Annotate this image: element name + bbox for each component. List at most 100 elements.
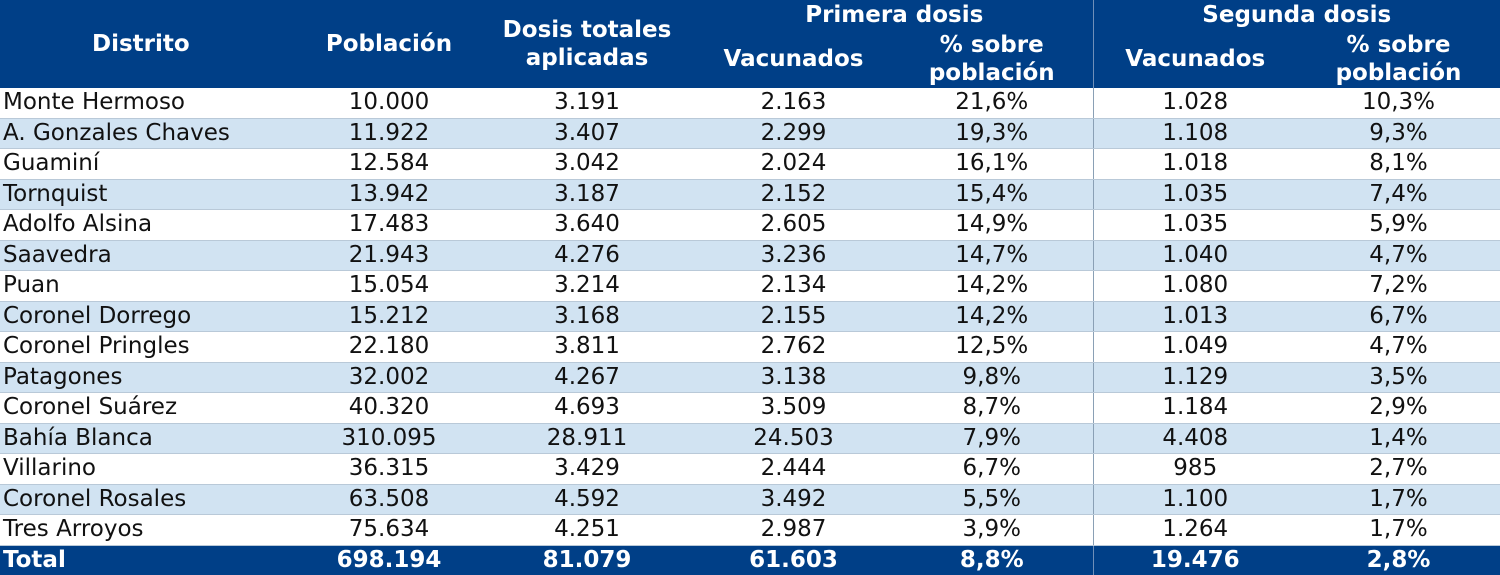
cell-distrito: A. Gonzales Chaves xyxy=(0,118,300,149)
cell-poblacion: 40.320 xyxy=(300,392,478,424)
table-row: Bahía Blanca 310.095 28.911 24.503 7,9% 4.408… xyxy=(0,423,1500,454)
cell-dosis-totales: 4.693 xyxy=(478,392,696,424)
cell-dosis-totales: 4.592 xyxy=(478,484,696,515)
cell-porcentaje-primera: 9,8% xyxy=(891,362,1093,393)
cell-porcentaje-primera: 8,7% xyxy=(891,392,1093,424)
header-porcentaje-segunda: % sobre población xyxy=(1297,30,1500,88)
table-row: Monte Hermoso 10.000 3.191 2.163 21,6% 1.028 1… xyxy=(0,88,1500,119)
table-row: Guaminí 12.584 3.042 2.024 16,1% 1.018 8,1% xyxy=(0,148,1500,180)
cell-vacunados-segunda: 1.028 xyxy=(1092,88,1297,119)
cell-vacunados-primera: 3.509 xyxy=(696,392,891,424)
cell-distrito: Patagones xyxy=(0,362,300,393)
cell-porcentaje-primera: 14,2% xyxy=(891,301,1093,332)
total-row: Total 698.194 81.079 61.603 8,8% 19.476 2,8% xyxy=(0,545,1500,575)
cell-poblacion: 10.000 xyxy=(300,88,478,119)
cell-vacunados-segunda: 1.040 xyxy=(1092,240,1297,271)
cell-vacunados-primera: 2.762 xyxy=(696,331,891,363)
cell-porcentaje-primera: 6,7% xyxy=(891,453,1093,485)
cell-porcentaje-primera: 14,9% xyxy=(891,209,1093,241)
cell-porcentaje-segunda: 1,4% xyxy=(1297,423,1500,454)
cell-poblacion: 36.315 xyxy=(300,453,478,485)
cell-porcentaje-primera: 19,3% xyxy=(891,118,1093,149)
cell-dosis-totales: 3.042 xyxy=(478,148,696,180)
cell-porcentaje-segunda: 1,7% xyxy=(1297,484,1500,515)
cell-poblacion: 17.483 xyxy=(300,209,478,241)
cell-porcentaje-segunda: 7,4% xyxy=(1297,179,1500,210)
cell-distrito: Puan xyxy=(0,270,300,302)
cell-porcentaje-primera: 14,2% xyxy=(891,270,1093,302)
cell-poblacion: 12.584 xyxy=(300,148,478,180)
cell-porcentaje-segunda: 10,3% xyxy=(1297,88,1500,119)
cell-vacunados-segunda: 1.013 xyxy=(1092,301,1297,332)
cell-poblacion: 310.095 xyxy=(300,423,478,454)
cell-porcentaje-primera: 3,9% xyxy=(891,514,1093,546)
cell-porcentaje-segunda: 8,1% xyxy=(1297,148,1500,180)
cell-vacunados-segunda: 1.129 xyxy=(1092,362,1297,393)
cell-poblacion: 15.212 xyxy=(300,301,478,332)
cell-dosis-totales: 3.640 xyxy=(478,209,696,241)
cell-poblacion: 75.634 xyxy=(300,514,478,546)
header-distrito: Distrito xyxy=(0,0,300,88)
cell-porcentaje-primera: 14,7% xyxy=(891,240,1093,271)
table-row: Coronel Pringles 22.180 3.811 2.762 12,5% 1.0… xyxy=(0,331,1500,363)
cell-dosis-totales: 3.429 xyxy=(478,453,696,485)
cell-dosis-totales: 3.191 xyxy=(478,88,696,119)
cell-poblacion: 15.054 xyxy=(300,270,478,302)
table-row: Tornquist 13.942 3.187 2.152 15,4% 1.035 7,4% xyxy=(0,179,1500,210)
cell-distrito: Tres Arroyos xyxy=(0,514,300,546)
cell-porcentaje-segunda: 9,3% xyxy=(1297,118,1500,149)
cell-poblacion: 21.943 xyxy=(300,240,478,271)
cell-porcentaje-segunda: 7,2% xyxy=(1297,270,1500,302)
cell-poblacion: 63.508 xyxy=(300,484,478,515)
cell-poblacion: 13.942 xyxy=(300,179,478,210)
cell-dosis-totales: 3.168 xyxy=(478,301,696,332)
table-row: Tres Arroyos 75.634 4.251 2.987 3,9% 1.264 1,7… xyxy=(0,514,1500,546)
cell-poblacion: 11.922 xyxy=(300,118,478,149)
header-porcentaje-primera-label: % sobre población xyxy=(928,32,1055,86)
header-dosis-totales: Dosis totales aplicadas xyxy=(478,0,696,88)
cell-vacunados-primera: 2.024 xyxy=(696,148,891,180)
cell-porcentaje-segunda: 1,7% xyxy=(1297,514,1500,546)
cell-vacunados-segunda: 1.035 xyxy=(1092,209,1297,241)
cell-dosis-totales: 3.187 xyxy=(478,179,696,210)
header-dosis-totales-label: Dosis totales aplicadas xyxy=(502,17,672,71)
total-cell-porcentaje-primera: 8,8% xyxy=(891,545,1093,575)
cell-dosis-totales: 3.811 xyxy=(478,331,696,363)
cell-dosis-totales: 4.267 xyxy=(478,362,696,393)
cell-porcentaje-primera: 21,6% xyxy=(891,88,1093,119)
cell-vacunados-segunda: 1.100 xyxy=(1092,484,1297,515)
cell-porcentaje-segunda: 4,7% xyxy=(1297,331,1500,363)
cell-vacunados-primera: 2.134 xyxy=(696,270,891,302)
cell-vacunados-primera: 3.236 xyxy=(696,240,891,271)
cell-porcentaje-primera: 16,1% xyxy=(891,148,1093,180)
cell-vacunados-segunda: 1.049 xyxy=(1092,331,1297,363)
table-footer: Total 698.194 81.079 61.603 8,8% 19.476 2,8% xyxy=(0,545,1500,575)
cell-distrito: Saavedra xyxy=(0,240,300,271)
cell-porcentaje-segunda: 4,7% xyxy=(1297,240,1500,271)
header-vacunados-segunda: Vacunados xyxy=(1092,30,1297,88)
cell-vacunados-primera: 2.299 xyxy=(696,118,891,149)
cell-vacunados-primera: 24.503 xyxy=(696,423,891,454)
cell-vacunados-segunda: 1.018 xyxy=(1092,148,1297,180)
table-body: Monte Hermoso 10.000 3.191 2.163 21,6% 1.028 1… xyxy=(0,88,1500,546)
cell-distrito: Monte Hermoso xyxy=(0,88,300,119)
cell-distrito: Tornquist xyxy=(0,179,300,210)
header-segunda-dosis: Segunda dosis xyxy=(1092,0,1500,30)
cell-distrito: Guaminí xyxy=(0,148,300,180)
header-porcentaje-segunda-label: % sobre población xyxy=(1335,32,1462,86)
cell-porcentaje-segunda: 3,5% xyxy=(1297,362,1500,393)
table-row: Coronel Rosales 63.508 4.592 3.492 5,5% 1.100… xyxy=(0,484,1500,515)
cell-distrito: Coronel Rosales xyxy=(0,484,300,515)
cell-vacunados-segunda: 985 xyxy=(1092,453,1297,485)
cell-porcentaje-segunda: 2,7% xyxy=(1297,453,1500,485)
table-row: Patagones 32.002 4.267 3.138 9,8% 1.129 3,5% xyxy=(0,362,1500,393)
cell-dosis-totales: 3.214 xyxy=(478,270,696,302)
cell-porcentaje-primera: 5,5% xyxy=(891,484,1093,515)
cell-porcentaje-segunda: 5,9% xyxy=(1297,209,1500,241)
header-poblacion: Población xyxy=(300,0,478,88)
table-row: Puan 15.054 3.214 2.134 14,2% 1.080 7,2% xyxy=(0,270,1500,302)
header-vacunados-primera: Vacunados xyxy=(696,30,891,88)
cell-vacunados-primera: 3.138 xyxy=(696,362,891,393)
